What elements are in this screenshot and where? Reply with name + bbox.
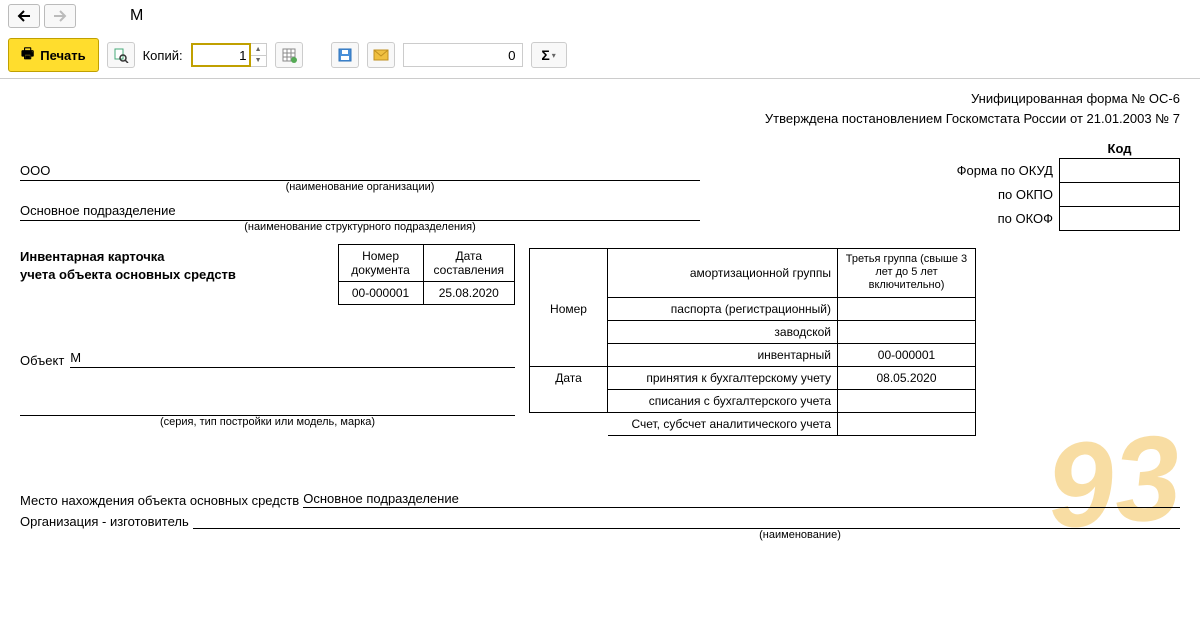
accept-value: 08.05.2020 bbox=[838, 366, 976, 389]
okpo-value bbox=[1060, 183, 1180, 207]
date-label: Дата bbox=[530, 366, 608, 389]
magnifier-icon bbox=[113, 47, 129, 63]
sigma-button[interactable]: Σ ▾ bbox=[531, 42, 567, 68]
okud-label: Форма по ОКУД bbox=[951, 159, 1060, 183]
manufacturer-row: Организация - изготовитель bbox=[20, 512, 1180, 529]
org-name: ООО bbox=[20, 163, 700, 181]
diskette-icon bbox=[337, 47, 353, 63]
object-label: Объект bbox=[20, 353, 64, 368]
manufacturer-value bbox=[193, 512, 1180, 529]
dropdown-icon: ▾ bbox=[552, 51, 556, 60]
docdate-header: Дата составления bbox=[423, 245, 514, 282]
sigma-icon: Σ bbox=[541, 47, 549, 63]
okof-label: по ОКОФ bbox=[951, 207, 1060, 231]
factory-label: заводской bbox=[608, 320, 838, 343]
inventory-label: инвентарный bbox=[608, 343, 838, 366]
number-rowlabel bbox=[530, 249, 608, 298]
writeoff-value bbox=[838, 389, 976, 412]
print-button[interactable]: 🖶 Печать bbox=[8, 38, 99, 72]
object-value: М bbox=[70, 350, 515, 368]
account-value bbox=[838, 412, 976, 435]
spinner-down[interactable]: ▼ bbox=[251, 56, 266, 67]
nav-bar: М bbox=[0, 0, 1200, 32]
docdate-value: 25.08.2020 bbox=[423, 282, 514, 305]
copies-stepper: ▲ ▼ bbox=[191, 43, 267, 67]
location-block: Место нахождения объекта основных средст… bbox=[20, 491, 1180, 541]
manufacturer-label: Организация - изготовитель bbox=[20, 514, 189, 529]
right-table: амортизационной группы Третья группа (св… bbox=[529, 248, 976, 436]
form-header-line1: Унифицированная форма № ОС-6 bbox=[20, 89, 1180, 109]
amort-value: Третья группа (свыше 3 лет до 5 лет вклю… bbox=[838, 249, 976, 298]
codes-header: Код bbox=[1060, 139, 1180, 159]
card-title-1: Инвентарная карточка bbox=[20, 248, 236, 266]
printer-icon: 🖶 bbox=[21, 43, 34, 67]
writeoff-label: списания с бухгалтерского учета bbox=[608, 389, 838, 412]
card-title: Инвентарная карточка учета объекта основ… bbox=[20, 248, 236, 284]
number-label: Номер bbox=[530, 297, 608, 320]
docnum-value: 00-000001 bbox=[338, 282, 423, 305]
grid-button[interactable] bbox=[275, 42, 303, 68]
okud-value bbox=[1060, 159, 1180, 183]
left-column: Инвентарная карточка учета объекта основ… bbox=[20, 248, 515, 428]
save-button[interactable] bbox=[331, 42, 359, 68]
inventory-value: 00-000001 bbox=[838, 343, 976, 366]
org-name-caption: (наименование организации) bbox=[20, 181, 700, 193]
location-label: Место нахождения объекта основных средст… bbox=[20, 493, 299, 508]
object-row: Объект М bbox=[20, 350, 515, 368]
document-area: 93 Унифицированная форма № ОС-6 Утвержде… bbox=[0, 79, 1200, 561]
toolbar: 🖶 Печать Копий: ▲ ▼ Σ ▾ bbox=[0, 32, 1200, 79]
org-division: Основное подразделение bbox=[20, 203, 700, 221]
okof-value bbox=[1060, 207, 1180, 231]
forward-button[interactable] bbox=[44, 4, 76, 28]
location-value: Основное подразделение bbox=[303, 491, 1180, 508]
docnum-header: Номер документа bbox=[338, 245, 423, 282]
codes-table: Код Форма по ОКУД по ОКПО по ОКОФ bbox=[951, 139, 1180, 231]
account-label: Счет, субсчет аналитического учета bbox=[608, 412, 838, 435]
print-label: Печать bbox=[40, 48, 85, 63]
codes-block: Код Форма по ОКУД по ОКПО по ОКОФ bbox=[951, 139, 1180, 231]
envelope-icon bbox=[373, 49, 389, 61]
factory-value bbox=[838, 320, 976, 343]
okpo-label: по ОКПО bbox=[951, 183, 1060, 207]
number-input[interactable] bbox=[403, 43, 523, 67]
location-row: Место нахождения объекта основных средст… bbox=[20, 491, 1180, 508]
docnum-table: Номер документа Дата составления 00-0000… bbox=[338, 244, 515, 305]
main-row: Инвентарная карточка учета объекта основ… bbox=[20, 248, 1180, 436]
page-title: М bbox=[130, 7, 143, 25]
arrow-left-icon bbox=[17, 10, 31, 22]
form-header-line2: Утверждена постановлением Госкомстата Ро… bbox=[20, 109, 1180, 129]
spinner-up[interactable]: ▲ bbox=[251, 44, 266, 56]
arrow-right-icon bbox=[53, 10, 67, 22]
object-series-caption: (серия, тип постройки или модель, марка) bbox=[20, 416, 515, 428]
back-button[interactable] bbox=[8, 4, 40, 28]
preview-button[interactable] bbox=[107, 42, 135, 68]
card-title-2: учета объекта основных средств bbox=[20, 266, 236, 284]
manufacturer-caption: (наименование) bbox=[420, 529, 1180, 541]
copies-spinner: ▲ ▼ bbox=[251, 43, 267, 67]
grid-icon bbox=[281, 47, 297, 63]
copies-label: Копий: bbox=[143, 48, 183, 63]
passport-value bbox=[838, 297, 976, 320]
org-block: ООО (наименование организации) Основное … bbox=[20, 163, 700, 233]
form-header: Унифицированная форма № ОС-6 Утверждена … bbox=[20, 89, 1180, 128]
mail-button[interactable] bbox=[367, 42, 395, 68]
accept-label: принятия к бухгалтерскому учету bbox=[608, 366, 838, 389]
passport-label: паспорта (регистрационный) bbox=[608, 297, 838, 320]
org-division-caption: (наименование структурного подразделения… bbox=[20, 221, 700, 233]
object-series bbox=[20, 398, 515, 416]
copies-input[interactable] bbox=[191, 43, 251, 67]
amort-label: амортизационной группы bbox=[608, 249, 838, 298]
